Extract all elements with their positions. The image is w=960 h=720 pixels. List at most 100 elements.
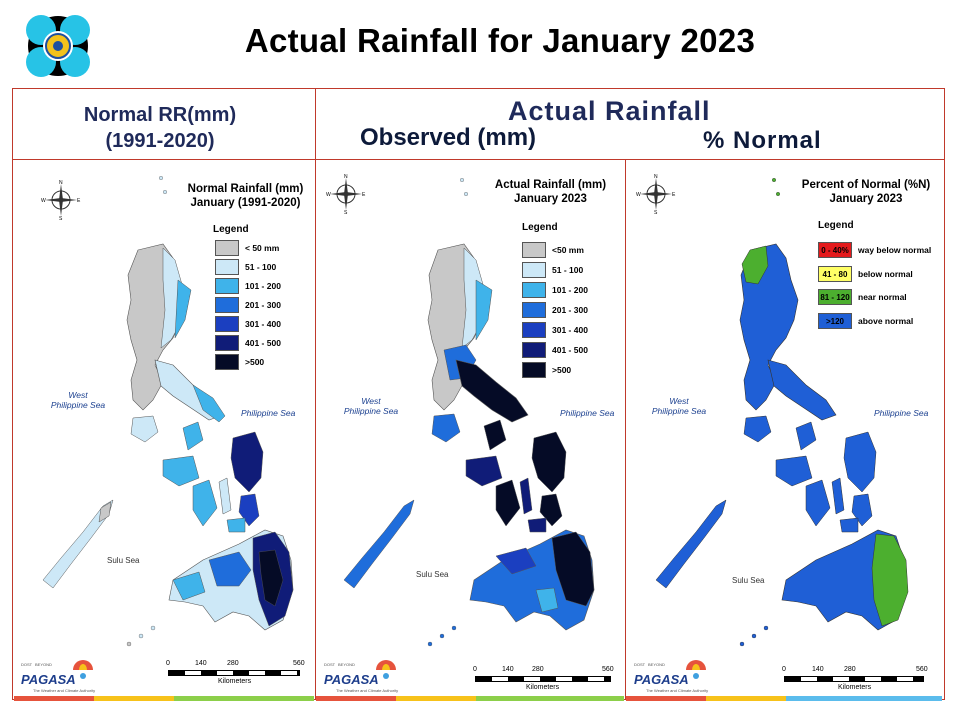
footer-strip-red [626,696,706,701]
footer-strip-red [316,696,396,701]
percent-normal-heading: % Normal [703,127,822,154]
philippine-sea-label: Philippine Sea [560,408,615,418]
brand-prefix: DOST [634,662,646,667]
page-title: Actual Rainfall for January 2023 [244,22,756,59]
philippine-sea-label: Philippine Sea [241,408,296,418]
percent-map-panel: N S E W Percent of Normal (%N) January 2… [626,160,944,696]
percent-normal-map [655,178,909,647]
scale-bar [168,670,300,676]
actual-legend-row: 101 - 200 [522,282,588,298]
normal-map-panel: N S E W Normal Rainfall (mm) January (19… [13,160,315,696]
sulu-sea-label: Sulu Sea [416,570,449,579]
normal-map-title-line1: Normal Rainfall (mm) [187,183,304,195]
compass-w: W [326,192,331,198]
brand-prefix: DOST [324,662,336,667]
actual-rainfall-heading: Actual Rainfall [508,96,711,126]
west-philippine-sea-label: West Philippine Sea [343,396,399,416]
compass-s: S [344,210,348,214]
actual-legend-row: 201 - 300 [522,302,588,318]
footer-strip-blue [786,696,942,701]
scale-tick-280: 280 [227,660,239,667]
actual-legend-row: <50 mm [522,242,584,258]
brand-tagline: BEYOND [35,662,52,667]
compass-s: S [59,216,63,220]
compass-w: W [636,192,641,198]
scale-bar [784,676,924,682]
pagasa-brand: PAGASA [634,672,689,687]
percent-map-title-line1: Percent of Normal (%N) [801,179,931,191]
brand-prefix: DOST [21,662,33,667]
compass-n: N [344,174,348,180]
umbrella-icon [73,660,93,679]
footer-strip-red [14,696,94,701]
actual-map-title-line1: Actual Rainfall (mm) [494,179,607,191]
brand-tagline: BEYOND [648,662,665,667]
scale-tick-140: 140 [502,666,514,673]
footer-strip-yellow [396,696,476,701]
percent-legend-row: >120 above normal [818,313,913,329]
west-philippine-sea-label: West Philippine Sea [50,390,106,410]
pagasa-brand: PAGASA [21,672,76,687]
normal-map-title-line2: January (1991-2020) [190,197,301,209]
sulu-sea-label: Sulu Sea [732,576,765,585]
normal-rr-line1: Normal RR(mm) [83,104,237,126]
actual-map-panel: N S E W Actual Rainfall (mm) January 202… [316,160,625,696]
actual-legend-row: >500 [522,362,571,378]
actual-legend-title: Legend [522,222,558,233]
normal-rr-line2: (1991-2020) [105,130,215,152]
percent-map-title-line2: January 2023 [829,193,903,205]
scale-tick-280: 280 [844,666,856,673]
footer-strip-yellow [94,696,174,701]
percent-legend-row: 81 - 120 near normal [818,289,907,305]
brand-sub: The Weather and Climate Authority [646,688,709,693]
compass-rose-icon: N S E W [41,180,81,220]
normal-rainfall-map [42,176,294,647]
compass-e: E [362,192,366,198]
compass-rose-icon: N S E W [326,174,366,214]
compass-rose-icon: N S E W [636,174,676,214]
normal-legend-title: Legend [213,224,249,235]
compass-n: N [59,180,63,186]
scale-tick-0: 0 [473,666,477,673]
normal-rr-heading: Normal RR(mm) (1991-2020) [40,102,280,154]
scale-tick-560: 560 [602,666,614,673]
actual-map-title: Actual Rainfall (mm) January 2023 [488,178,613,206]
percent-map-title: Percent of Normal (%N) January 2023 [796,178,936,206]
percent-legend-row: 0 - 40% way below normal [818,242,931,258]
normal-legend-row: 101 - 200 [215,278,281,294]
sulu-sea-label: Sulu Sea [107,556,140,565]
scale-unit: Kilometers [526,684,560,691]
actual-legend-row: 301 - 400 [522,322,588,338]
observed-heading: Observed (mm) [360,124,537,151]
philippine-sea-label: Philippine Sea [874,408,929,418]
scale-tick-560: 560 [293,660,305,667]
scale-tick-280: 280 [532,666,544,673]
normal-legend-row: >500 [215,354,264,370]
scale-tick-140: 140 [195,660,207,667]
scale-unit: Kilometers [838,684,872,691]
normal-legend-row: 401 - 500 [215,335,281,351]
brand-tagline: BEYOND [338,662,355,667]
brand-sub: The Weather and Climate Authority [336,688,399,693]
percent-legend-row: 41 - 80 below normal [818,266,913,282]
compass-e: E [77,198,81,204]
compass-w: W [41,198,46,204]
umbrella-icon [376,660,396,679]
scale-tick-140: 140 [812,666,824,673]
scale-tick-560: 560 [916,666,928,673]
actual-map-title-line2: January 2023 [514,193,587,205]
normal-legend-row: < 50 mm [215,240,279,256]
scale-tick-0: 0 [782,666,786,673]
actual-legend-row: 51 - 100 [522,262,583,278]
scale-bar [475,676,611,682]
compass-e: E [672,192,676,198]
west-philippine-sea-label: West Philippine Sea [651,396,707,416]
normal-legend-row: 201 - 300 [215,297,281,313]
normal-map-title: Normal Rainfall (mm) January (1991-2020) [183,182,308,210]
scale-unit: Kilometers [218,678,252,685]
actual-legend-row: 401 - 500 [522,342,588,358]
footer-strip-yellow [706,696,786,701]
pagasa-brand: PAGASA [324,672,379,687]
brand-sub: The Weather and Climate Authority [33,688,96,693]
compass-s: S [654,210,658,214]
